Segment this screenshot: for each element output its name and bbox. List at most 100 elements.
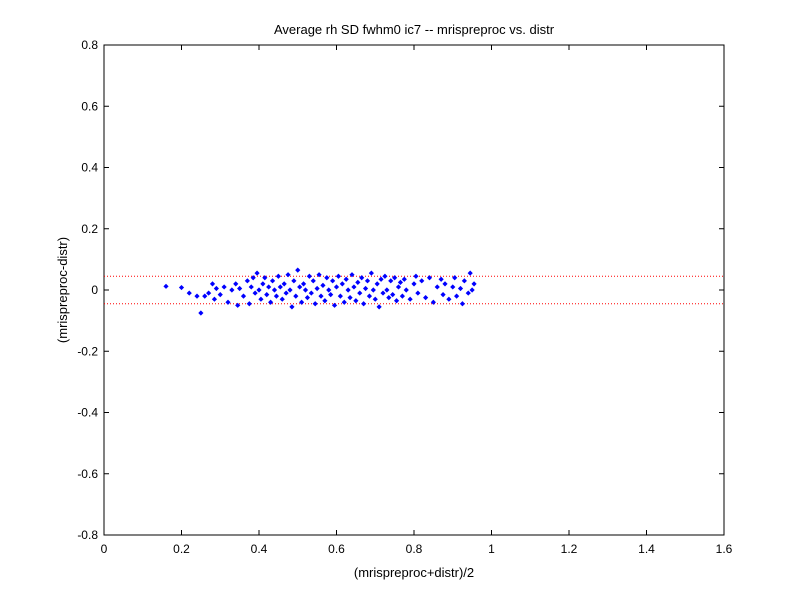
data-point — [452, 275, 458, 281]
data-point — [225, 299, 231, 305]
data-point — [442, 281, 448, 287]
x-tick-label: 0.2 — [173, 542, 190, 556]
data-point — [392, 275, 398, 281]
data-point — [252, 290, 258, 296]
data-point — [341, 299, 347, 305]
data-point — [446, 296, 452, 302]
data-point — [268, 299, 274, 305]
data-point — [178, 284, 185, 291]
data-point — [264, 291, 270, 298]
data-point — [266, 284, 272, 290]
data-point — [345, 287, 351, 293]
data-point — [361, 301, 367, 307]
x-axis-label: (mrispreproc+distr)/2 — [354, 565, 474, 580]
y-tick-label: -0.8 — [77, 528, 98, 542]
data-point — [260, 281, 266, 287]
data-point — [393, 298, 400, 304]
data-point — [372, 296, 378, 302]
data-point — [415, 290, 421, 296]
x-tick-label: 0.6 — [328, 542, 345, 556]
data-point — [254, 270, 260, 276]
data-point — [370, 287, 376, 293]
data-point — [339, 281, 345, 287]
data-point — [438, 276, 444, 282]
plot-area — [103, 44, 725, 536]
data-point — [283, 290, 289, 296]
data-point — [163, 283, 169, 289]
data-point — [419, 278, 425, 284]
data-point — [250, 275, 256, 281]
y-tick-label: 0.2 — [81, 222, 98, 236]
data-point — [374, 281, 380, 287]
data-point — [233, 281, 239, 287]
y-tick-label: 0.4 — [81, 161, 98, 175]
x-tick-label: 0.4 — [251, 542, 268, 556]
data-point — [459, 301, 466, 307]
data-point — [293, 293, 299, 299]
data-point — [240, 293, 247, 299]
data-point — [457, 285, 464, 292]
data-point — [300, 281, 307, 287]
data-point — [407, 296, 413, 302]
data-point — [306, 273, 312, 279]
data-point — [287, 287, 293, 293]
x-tick-label: 1.2 — [561, 542, 578, 556]
data-point — [277, 284, 283, 290]
data-point — [353, 298, 359, 304]
data-point — [206, 290, 212, 296]
x-tick-label: 0 — [101, 542, 108, 556]
data-point — [262, 275, 268, 281]
data-point — [314, 285, 320, 292]
data-point — [399, 293, 405, 299]
data-point — [269, 278, 276, 284]
data-point — [186, 290, 192, 296]
x-axis-ticks: 0 0.2 0.4 0.6 0.8 1 1.2 1.4 1.6 — [101, 45, 733, 556]
data-point — [397, 279, 404, 285]
data-point — [362, 285, 369, 292]
data-point — [310, 278, 316, 284]
data-point — [213, 285, 219, 292]
data-point — [430, 299, 436, 305]
chart-title: Average rh SD fwhm0 ic7 -- mrispreproc v… — [274, 22, 555, 37]
data-point — [246, 301, 252, 307]
data-point — [304, 295, 311, 301]
data-point — [217, 291, 223, 298]
data-point — [324, 275, 330, 281]
x-tick-label: 1.6 — [716, 542, 733, 556]
data-point — [308, 290, 314, 296]
x-tick-label: 1 — [488, 542, 495, 556]
data-point — [382, 273, 388, 279]
data-point — [326, 287, 332, 293]
data-point — [337, 293, 343, 299]
data-point — [388, 278, 394, 284]
data-point — [335, 273, 342, 279]
data-point — [401, 276, 407, 282]
data-point — [194, 293, 200, 299]
data-point — [357, 290, 363, 296]
data-point — [378, 276, 384, 282]
data-point — [376, 304, 382, 310]
data-point — [349, 272, 355, 278]
x-tick-label: 0.8 — [406, 542, 423, 556]
data-point — [209, 281, 216, 287]
data-point — [244, 278, 250, 284]
data-point — [328, 291, 334, 298]
data-point — [256, 287, 262, 293]
data-point — [271, 287, 278, 293]
data-point — [202, 293, 208, 299]
data-point — [364, 278, 371, 284]
data-point — [355, 279, 361, 285]
data-point — [386, 295, 392, 301]
data-point — [411, 281, 417, 287]
data-point — [461, 278, 467, 284]
data-point — [368, 270, 374, 276]
data-point — [295, 267, 301, 273]
x-tick-label: 1.4 — [638, 542, 655, 556]
data-point — [390, 291, 396, 298]
data-point — [299, 299, 305, 305]
data-point — [235, 302, 241, 308]
data-point — [330, 278, 336, 284]
data-point — [395, 284, 402, 290]
data-point — [471, 281, 477, 287]
data-point — [413, 273, 419, 279]
